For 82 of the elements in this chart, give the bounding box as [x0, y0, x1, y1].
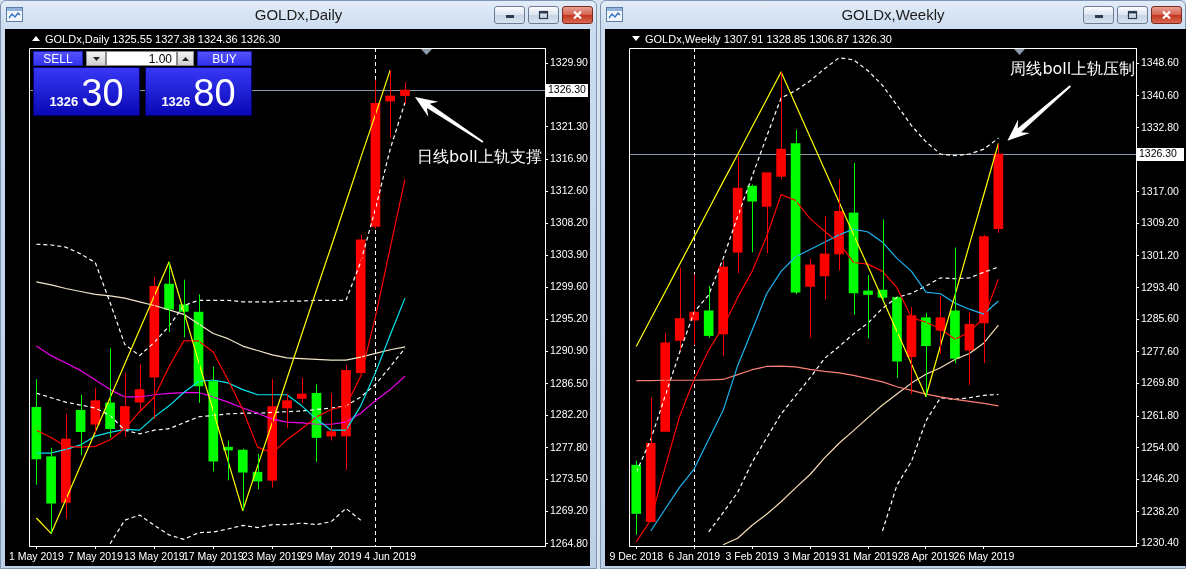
button: BUY — [197, 51, 252, 66]
x-tick-label: 28 Apr 2019 — [897, 550, 955, 563]
annotation: 1.00 — [148, 51, 172, 66]
candlestick — [776, 71, 786, 180]
annotation: SELL — [43, 51, 73, 66]
candlestick — [296, 377, 307, 404]
y-tick-label: 1230.40 — [1141, 536, 1180, 549]
x-tick-label: 1 May 2019 — [8, 550, 64, 563]
chart-subtitle: GOLDx,Weekly 1307.91 1328.85 1306.87 1326.30 — [645, 32, 892, 45]
button: SELL — [33, 51, 83, 66]
annotation: 30 — [81, 72, 124, 114]
line-series — [881, 393, 999, 532]
chart-title: GOLDx,Weekly — [841, 6, 945, 23]
x-tick-label: 3 Feb 2019 — [725, 550, 779, 563]
y-tick-label: 1301.20 — [1141, 248, 1180, 261]
y-tick-label: 1238.20 — [1141, 504, 1180, 517]
y-tick-label: 1285.60 — [1141, 312, 1180, 325]
candlestick — [326, 392, 337, 441]
x-tick-label: 7 May 2019 — [67, 550, 123, 563]
chart-subtitle: GOLDx,Daily 1325.55 1327.38 1324.36 1326.30 — [45, 32, 281, 45]
price-box: 1326 80 — [145, 67, 252, 116]
line-series — [635, 57, 999, 474]
y-tick-label: 1340.60 — [1141, 88, 1180, 101]
line-series — [109, 507, 362, 545]
x-tick-label: 3 Mar 2019 — [783, 550, 837, 563]
candlestick — [805, 257, 815, 339]
candlestick — [703, 285, 714, 339]
y-tick-label: 1316.90 — [550, 152, 589, 165]
input-field: 1.00 — [106, 51, 177, 66]
y-tick-label: 1299.60 — [550, 279, 589, 292]
ref-line-label: 1326.30 — [1139, 147, 1178, 160]
y-tick-label: 1348.60 — [1141, 56, 1180, 69]
candlestick — [950, 246, 960, 364]
x-tick-label: 13 May 2019 — [123, 550, 185, 563]
y-tick-label: 1269.20 — [550, 504, 589, 517]
line-series — [708, 266, 999, 533]
y-tick-label: 1309.20 — [1141, 216, 1180, 229]
price-box: 1326 30 — [33, 67, 140, 116]
text: 日线boll上轨支撑 — [416, 147, 542, 167]
y-tick-label: 1329.90 — [550, 56, 589, 69]
candlestick — [46, 447, 56, 534]
x-tick-label: 31 Mar 2019 — [838, 550, 898, 563]
ref-line-label: 1326.30 — [548, 83, 587, 96]
y-tick-label: 1290.90 — [550, 344, 589, 357]
y-tick-label: 1261.80 — [1141, 408, 1180, 421]
candlestick — [921, 312, 931, 398]
y-tick-label: 1308.20 — [550, 216, 589, 229]
y-tick-label: 1317.00 — [1141, 184, 1180, 197]
annotation: BUY — [212, 51, 237, 66]
candlestick — [660, 332, 671, 432]
y-tick-label: 1282.20 — [550, 408, 589, 421]
x-tick-label: 26 May 2019 — [953, 550, 1015, 563]
x-tick-label: 9 Dec 2018 — [609, 550, 664, 563]
x-tick-label: 6 Jan 2019 — [668, 550, 721, 563]
y-tick-label: 1293.40 — [1141, 280, 1180, 293]
annotation: 1326 — [161, 94, 191, 109]
y-tick-label: 1295.20 — [550, 312, 589, 325]
y-tick-label: 1269.80 — [1141, 376, 1180, 389]
y-tick-label: 1254.00 — [1141, 440, 1180, 453]
y-tick-label: 1286.50 — [550, 376, 589, 389]
annotation: 1326 — [49, 94, 79, 109]
candlestick — [400, 81, 410, 105]
y-tick-label: 1321.30 — [550, 119, 589, 132]
y-tick-label: 1273.50 — [550, 472, 589, 485]
y-tick-label: 1246.20 — [1141, 472, 1180, 485]
candlestick — [164, 261, 174, 333]
x-tick-label: 29 May 2019 — [300, 550, 362, 563]
text: 周线boll上轨压制 — [1010, 59, 1136, 79]
y-tick-label: 1332.80 — [1141, 120, 1180, 133]
chart-title: GOLDx,Daily — [254, 6, 343, 23]
x-tick-label: 23 May 2019 — [241, 550, 303, 563]
annotation: 80 — [193, 72, 236, 114]
x-tick-label: 4 Jun 2019 — [364, 550, 417, 563]
y-tick-label: 1277.60 — [1141, 344, 1180, 357]
y-tick-label: 1277.80 — [550, 440, 589, 453]
candlestick — [631, 460, 642, 536]
y-tick-label: 1264.80 — [550, 536, 589, 549]
y-tick-label: 1303.90 — [550, 248, 589, 261]
candlestick — [237, 448, 248, 512]
candlestick — [674, 267, 685, 351]
candlestick — [282, 393, 292, 429]
y-tick-label: 1312.60 — [550, 184, 589, 197]
